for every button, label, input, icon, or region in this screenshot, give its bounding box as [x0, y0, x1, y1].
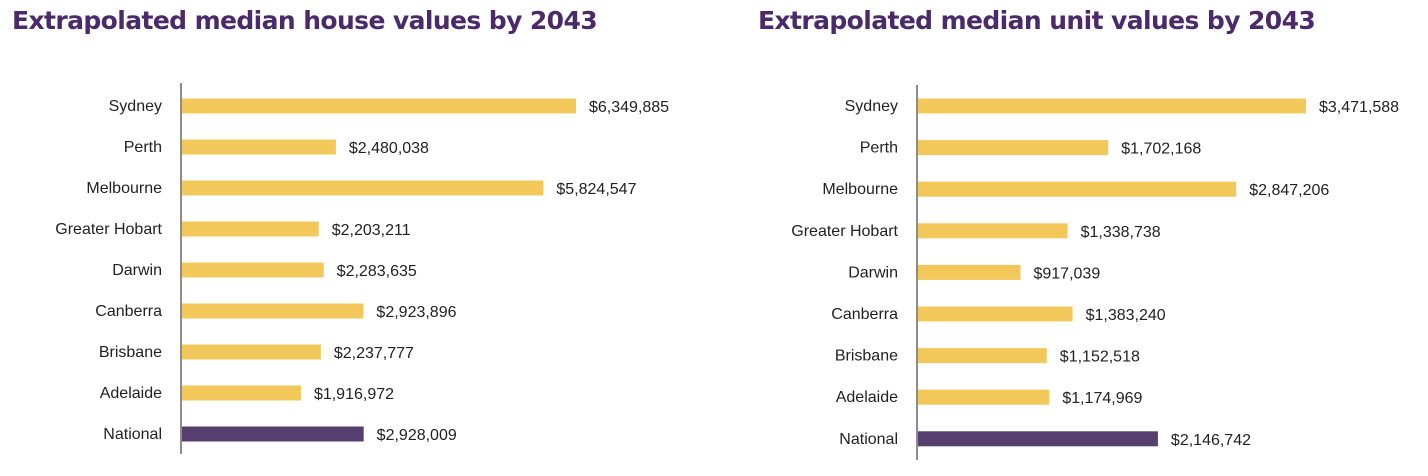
category-label-brisbane: Brisbane: [99, 344, 162, 361]
value-label-greater-hobart: $2,203,211: [332, 222, 411, 239]
bar-melbourne: [918, 181, 1237, 197]
category-label-adelaide: Adelaide: [836, 389, 898, 406]
category-label-greater-hobart: Greater Hobart: [791, 223, 898, 240]
bar-canberra: [182, 303, 364, 319]
value-label-darwin: $2,283,635: [337, 263, 417, 280]
category-label-darwin: Darwin: [848, 264, 898, 281]
value-label-brisbane: $2,237,777: [334, 345, 414, 362]
value-label-darwin: $917,039: [1033, 265, 1100, 282]
bar-darwin: [182, 262, 324, 278]
bar-national: [918, 431, 1158, 447]
value-label-sydney: $6,349,885: [589, 99, 669, 116]
bar-canberra: [918, 306, 1073, 322]
unit-values-plot: Sydney $3,471,588 Perth $1,702,168 Melbourne…: [791, 85, 1399, 460]
value-label-canberra: $1,383,240: [1086, 307, 1166, 324]
bar-perth: [182, 139, 336, 155]
value-label-sydney: $3,471,588: [1319, 99, 1399, 116]
bar-perth: [918, 140, 1109, 156]
category-label-canberra: Canberra: [95, 303, 162, 320]
bar-greater-hobart: [918, 223, 1068, 239]
category-label-perth: Perth: [124, 139, 162, 156]
category-label-brisbane: Brisbane: [835, 348, 898, 365]
category-label-sydney: Sydney: [109, 98, 162, 115]
bar-melbourne: [182, 180, 544, 196]
value-label-canberra: $2,923,896: [376, 304, 456, 321]
bar-sydney: [918, 98, 1306, 114]
bar-greater-hobart: [182, 221, 319, 237]
category-label-greater-hobart: Greater Hobart: [55, 221, 162, 238]
bar-adelaide: [918, 389, 1050, 405]
value-label-perth: $2,480,038: [349, 140, 429, 157]
chart-title: Extrapolated median house values by 2043: [12, 6, 598, 35]
category-label-sydney: Sydney: [845, 98, 898, 115]
unit-values-chart: Extrapolated median unit values by 2043 …: [714, 0, 1428, 476]
category-label-melbourne: Melbourne: [822, 181, 898, 198]
value-label-perth: $1,702,168: [1121, 141, 1201, 158]
bar-national: [182, 426, 364, 442]
category-label-canberra: Canberra: [831, 306, 898, 323]
category-label-darwin: Darwin: [112, 262, 162, 279]
bar-brisbane: [182, 344, 321, 360]
category-label-national: National: [839, 431, 898, 448]
value-label-brisbane: $1,152,518: [1060, 349, 1140, 366]
value-label-melbourne: $2,847,206: [1249, 182, 1329, 199]
value-label-melbourne: $5,824,547: [556, 181, 636, 198]
value-label-adelaide: $1,916,972: [314, 386, 394, 403]
chart-title: Extrapolated median unit values by 2043: [758, 6, 1316, 35]
bar-sydney: [182, 98, 576, 114]
value-label-adelaide: $1,174,969: [1062, 390, 1142, 407]
category-label-perth: Perth: [860, 140, 898, 157]
category-label-melbourne: Melbourne: [86, 180, 162, 197]
house-values-chart: Extrapolated median house values by 2043…: [12, 6, 669, 454]
bar-darwin: [918, 264, 1021, 280]
value-label-national: $2,928,009: [377, 427, 457, 444]
value-label-national: $2,146,742: [1171, 432, 1251, 449]
bar-adelaide: [182, 385, 301, 401]
bar-brisbane: [918, 348, 1047, 364]
category-label-adelaide: Adelaide: [100, 385, 162, 402]
value-label-greater-hobart: $1,338,738: [1081, 224, 1161, 241]
house-values-plot: Sydney $6,349,885 Perth $2,480,038 Melbourne…: [55, 83, 669, 454]
category-label-national: National: [103, 426, 162, 443]
